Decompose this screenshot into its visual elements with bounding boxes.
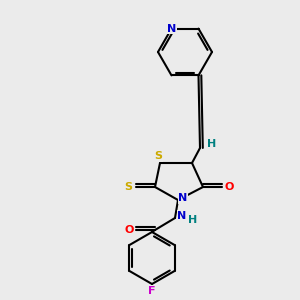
Text: O: O xyxy=(124,225,134,235)
Text: O: O xyxy=(224,182,234,192)
Text: F: F xyxy=(148,286,156,296)
Text: S: S xyxy=(154,151,162,161)
Text: N: N xyxy=(177,211,187,221)
Text: H: H xyxy=(188,215,198,225)
Text: N: N xyxy=(178,193,188,203)
Text: N: N xyxy=(167,24,176,34)
Text: S: S xyxy=(124,182,132,192)
Text: H: H xyxy=(207,139,217,149)
